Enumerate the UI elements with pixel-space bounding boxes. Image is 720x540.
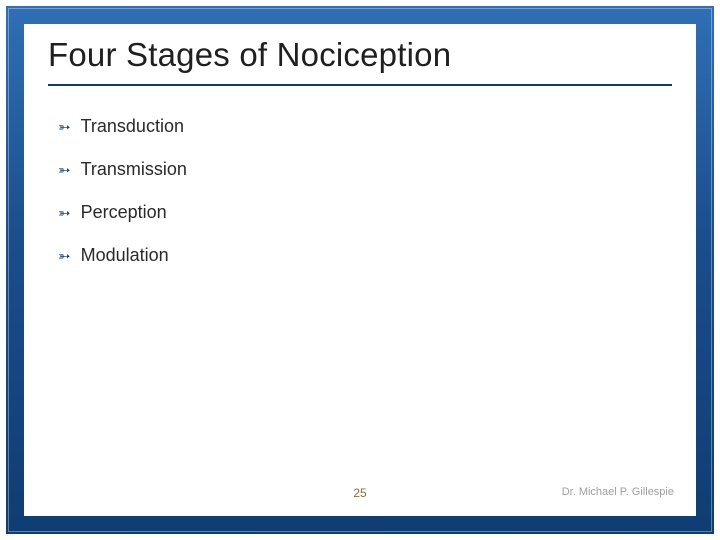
- footer: 25 Dr. Michael P. Gillespie: [24, 486, 696, 506]
- slide-panel: Four Stages of Nociception ➳ Transductio…: [24, 24, 696, 516]
- bullet-label: Modulation: [81, 245, 169, 266]
- bullet-label: Transduction: [81, 116, 184, 137]
- list-item: ➳ Transmission: [58, 159, 662, 180]
- title-underline: [48, 84, 672, 86]
- author-credit: Dr. Michael P. Gillespie: [562, 486, 674, 498]
- arrow-icon: ➳: [58, 249, 71, 264]
- body-area: ➳ Transduction ➳ Transmission ➳ Percepti…: [24, 94, 696, 266]
- bullet-label: Perception: [81, 202, 167, 223]
- arrow-icon: ➳: [58, 163, 71, 178]
- arrow-icon: ➳: [58, 120, 71, 135]
- list-item: ➳ Transduction: [58, 116, 662, 137]
- bullet-label: Transmission: [81, 159, 187, 180]
- page-number: 25: [353, 486, 366, 500]
- list-item: ➳ Perception: [58, 202, 662, 223]
- slide-frame: Four Stages of Nociception ➳ Transductio…: [6, 6, 714, 534]
- arrow-icon: ➳: [58, 206, 71, 221]
- title-area: Four Stages of Nociception: [24, 24, 696, 94]
- list-item: ➳ Modulation: [58, 245, 662, 266]
- slide-title: Four Stages of Nociception: [48, 36, 672, 74]
- slide: Four Stages of Nociception ➳ Transductio…: [0, 0, 720, 540]
